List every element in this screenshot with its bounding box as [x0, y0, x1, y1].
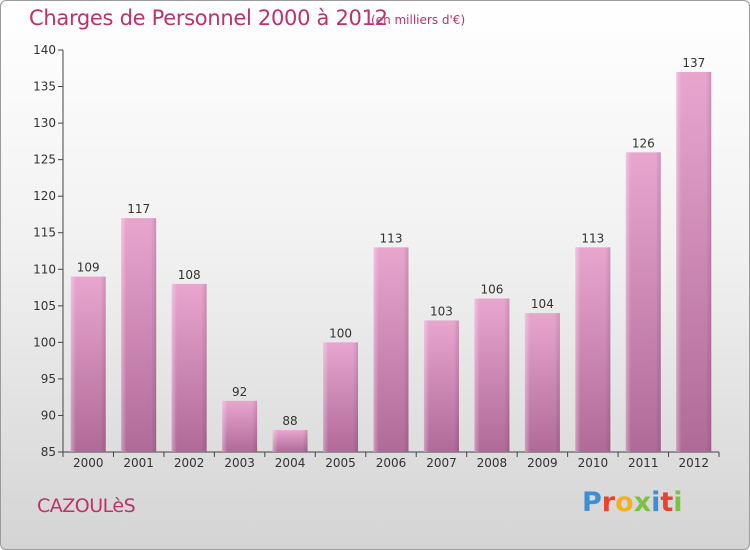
x-tick-label: 2007	[426, 456, 457, 470]
data-label: 126	[632, 136, 655, 150]
data-label: 92	[232, 385, 247, 399]
bars-group	[70, 71, 712, 452]
bar-shade-2005	[323, 342, 359, 452]
data-label: 117	[127, 202, 150, 216]
bar-shade-2009	[524, 313, 560, 452]
data-labels-group: 109 117 108 92 88 100 113 103 106 104 113 126 137	[77, 56, 705, 428]
bar-shade-2004	[272, 430, 308, 452]
town-name: CAZOULèS	[37, 495, 136, 517]
data-label: 100	[329, 326, 352, 340]
logo-letter: x	[633, 487, 652, 518]
bar-shade-2012	[676, 71, 712, 452]
bar-shade-2006	[373, 247, 409, 452]
proxiti-logo: Proxiti	[582, 487, 683, 518]
y-tick-label: 110	[33, 262, 56, 276]
logo-letter: i	[651, 487, 661, 518]
y-tick-label: 125	[33, 153, 56, 167]
y-tick-label: 95	[41, 372, 56, 386]
x-tick-label: 2004	[275, 456, 306, 470]
y-tick-label: 135	[33, 80, 56, 94]
data-label: 106	[480, 283, 503, 297]
data-label: 88	[282, 414, 297, 428]
chart-subtitle: (en milliers d'€)	[371, 13, 466, 27]
x-tick-label: 2002	[174, 456, 205, 470]
bar-shade-2008	[474, 298, 510, 452]
data-label: 137	[682, 56, 705, 70]
logo-letter: i	[673, 487, 683, 518]
bar-shade-2003	[222, 400, 258, 452]
data-label: 108	[178, 268, 201, 282]
logo-letter: o	[615, 487, 634, 518]
chart-title: Charges de Personnel 2000 à 2012	[29, 6, 388, 30]
x-tick-label: 2005	[325, 456, 356, 470]
y-tick-label: 115	[33, 226, 56, 240]
logo-letter: r	[601, 487, 616, 518]
x-tick-label: 2011	[628, 456, 659, 470]
y-tick-label: 85	[41, 445, 56, 459]
bar-shade-2000	[70, 276, 106, 452]
x-tick-label: 2003	[224, 456, 255, 470]
bar-shade-2007	[423, 320, 459, 452]
data-label: 109	[77, 261, 100, 275]
data-label: 104	[531, 297, 554, 311]
x-tick-label: 2001	[123, 456, 154, 470]
y-tick-label: 120	[33, 189, 56, 203]
x-axis: 2000 2001 2002 2003 2004 2005 2006 2007 2008 2009…	[62, 451, 720, 470]
data-label: 113	[380, 231, 403, 245]
y-tick-label: 105	[33, 299, 56, 313]
data-label: 113	[581, 231, 604, 245]
x-tick-label: 2008	[477, 456, 508, 470]
y-axis: 85 90 95 100 105 110 115 120 125 130 135 140	[33, 43, 64, 459]
y-tick-label: 100	[33, 335, 56, 349]
y-tick-label: 90	[41, 408, 56, 422]
logo-letter: t	[660, 487, 674, 518]
x-tick-label: 2010	[578, 456, 609, 470]
x-tick-label: 2000	[73, 456, 104, 470]
bar-shade-2010	[575, 247, 611, 452]
x-tick-label: 2012	[678, 456, 709, 470]
logo-letter: P	[582, 487, 602, 518]
x-tick-label: 2009	[527, 456, 558, 470]
bar-shade-2002	[171, 283, 207, 452]
data-label: 103	[430, 304, 453, 318]
y-tick-label: 130	[33, 116, 56, 130]
bar-shade-2001	[121, 218, 157, 452]
bar-shade-2011	[625, 152, 661, 452]
y-tick-label: 140	[33, 43, 56, 57]
x-tick-label: 2006	[376, 456, 407, 470]
